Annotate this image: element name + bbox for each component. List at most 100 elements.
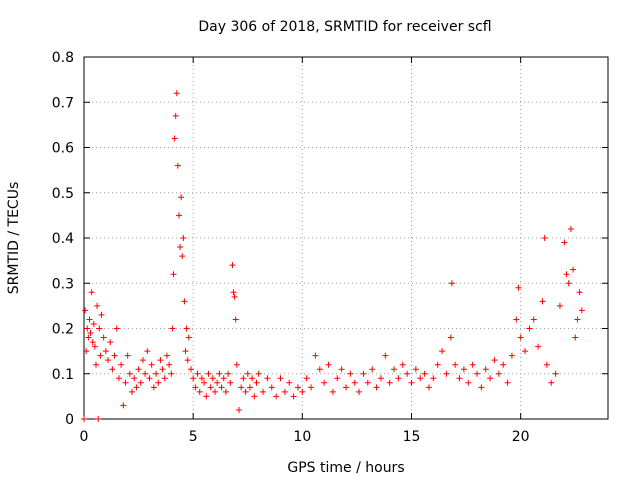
data-point: [574, 316, 581, 323]
data-point: [175, 212, 182, 219]
data-point: [183, 325, 190, 332]
data-point: [364, 379, 371, 386]
data-point: [173, 90, 180, 97]
x-tick-label: 0: [80, 429, 89, 445]
data-point: [118, 361, 125, 368]
data-point: [126, 370, 133, 377]
y-tick-label: 0.8: [52, 50, 74, 66]
data-point: [513, 316, 520, 323]
data-point: [535, 343, 542, 350]
data-point: [100, 334, 107, 341]
data-point: [334, 375, 341, 382]
data-point: [150, 384, 157, 391]
data-point: [233, 361, 240, 368]
data-point: [548, 379, 555, 386]
data-point: [321, 379, 328, 386]
data-point: [236, 406, 243, 413]
data-point: [290, 393, 297, 400]
data-point: [408, 379, 415, 386]
data-point: [565, 280, 572, 287]
data-point: [129, 388, 136, 395]
data-point: [142, 370, 149, 377]
data-point: [517, 334, 524, 341]
data-point: [198, 375, 205, 382]
data-point: [182, 348, 189, 355]
data-point: [222, 388, 229, 395]
data-point: [85, 334, 92, 341]
data-point: [351, 379, 358, 386]
data-point: [83, 348, 90, 355]
data-point: [109, 366, 116, 373]
data-point: [229, 262, 236, 269]
y-tick-label: 0: [65, 412, 74, 428]
data-point: [231, 293, 238, 300]
data-point: [242, 388, 249, 395]
data-point: [135, 366, 142, 373]
x-tick-label: 15: [403, 429, 421, 445]
data-point: [482, 366, 489, 373]
data-point: [171, 135, 178, 142]
y-tick-label: 0.7: [52, 95, 74, 111]
data-point: [273, 393, 280, 400]
data-point: [329, 388, 336, 395]
data-point: [185, 334, 192, 341]
y-tick-label: 0.4: [52, 231, 74, 247]
x-axis-label: GPS time / hours: [287, 460, 404, 476]
data-point: [530, 316, 537, 323]
y-tick-label: 0.5: [52, 186, 74, 202]
data-point: [192, 384, 199, 391]
data-point: [264, 375, 271, 382]
data-point: [386, 379, 393, 386]
data-point: [179, 253, 186, 260]
data-point: [244, 370, 251, 377]
data-point: [89, 339, 96, 346]
data-point: [212, 388, 218, 395]
data-point: [205, 370, 212, 377]
data-point: [137, 379, 144, 386]
data-point: [139, 357, 146, 364]
data-point: [148, 361, 155, 368]
data-point: [456, 375, 463, 382]
data-point: [155, 379, 162, 386]
data-point: [465, 379, 472, 386]
data-point: [81, 416, 87, 422]
data-point: [425, 384, 432, 391]
y-tick-label: 0.3: [52, 276, 74, 292]
data-point: [469, 361, 476, 368]
data-point: [412, 366, 419, 373]
data-point: [430, 375, 437, 382]
data-point: [495, 370, 502, 377]
data-point: [356, 388, 363, 395]
data-point: [122, 379, 129, 386]
data-point: [338, 366, 345, 373]
data-point: [417, 375, 424, 382]
y-tick-label: 0.1: [52, 367, 74, 383]
data-point: [504, 379, 511, 386]
data-point: [170, 271, 177, 278]
data-point: [360, 370, 367, 377]
data-point: [82, 307, 89, 314]
data-point: [105, 357, 112, 364]
data-point: [251, 393, 258, 400]
data-point: [225, 370, 232, 377]
data-point: [303, 375, 310, 382]
data-point: [249, 375, 256, 382]
grid-lines: [84, 57, 608, 419]
data-point: [133, 384, 140, 391]
data-point: [216, 370, 223, 377]
data-point: [214, 379, 221, 386]
data-point: [232, 316, 239, 323]
data-point: [347, 370, 354, 377]
data-point: [144, 348, 151, 355]
data-point: [377, 375, 384, 382]
data-point: [93, 361, 100, 368]
data-point: [90, 320, 97, 327]
data-point: [572, 334, 579, 341]
data-point: [95, 416, 102, 422]
data-point: [153, 370, 160, 377]
data-point: [391, 366, 398, 373]
data-point: [97, 352, 104, 359]
data-point: [209, 375, 216, 382]
data-point: [515, 284, 522, 291]
data-point: [131, 375, 138, 382]
